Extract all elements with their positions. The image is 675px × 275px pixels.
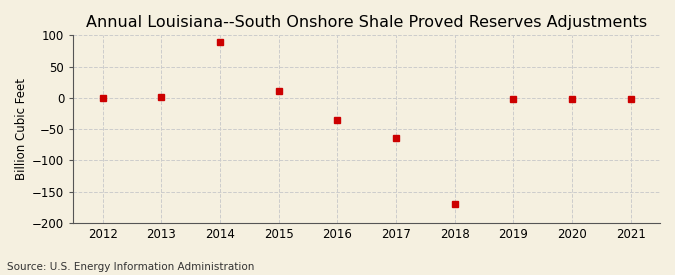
Text: Source: U.S. Energy Information Administration: Source: U.S. Energy Information Administ… bbox=[7, 262, 254, 272]
Title: Annual Louisiana--South Onshore Shale Proved Reserves Adjustments: Annual Louisiana--South Onshore Shale Pr… bbox=[86, 15, 647, 30]
Y-axis label: Billion Cubic Feet: Billion Cubic Feet bbox=[15, 78, 28, 180]
